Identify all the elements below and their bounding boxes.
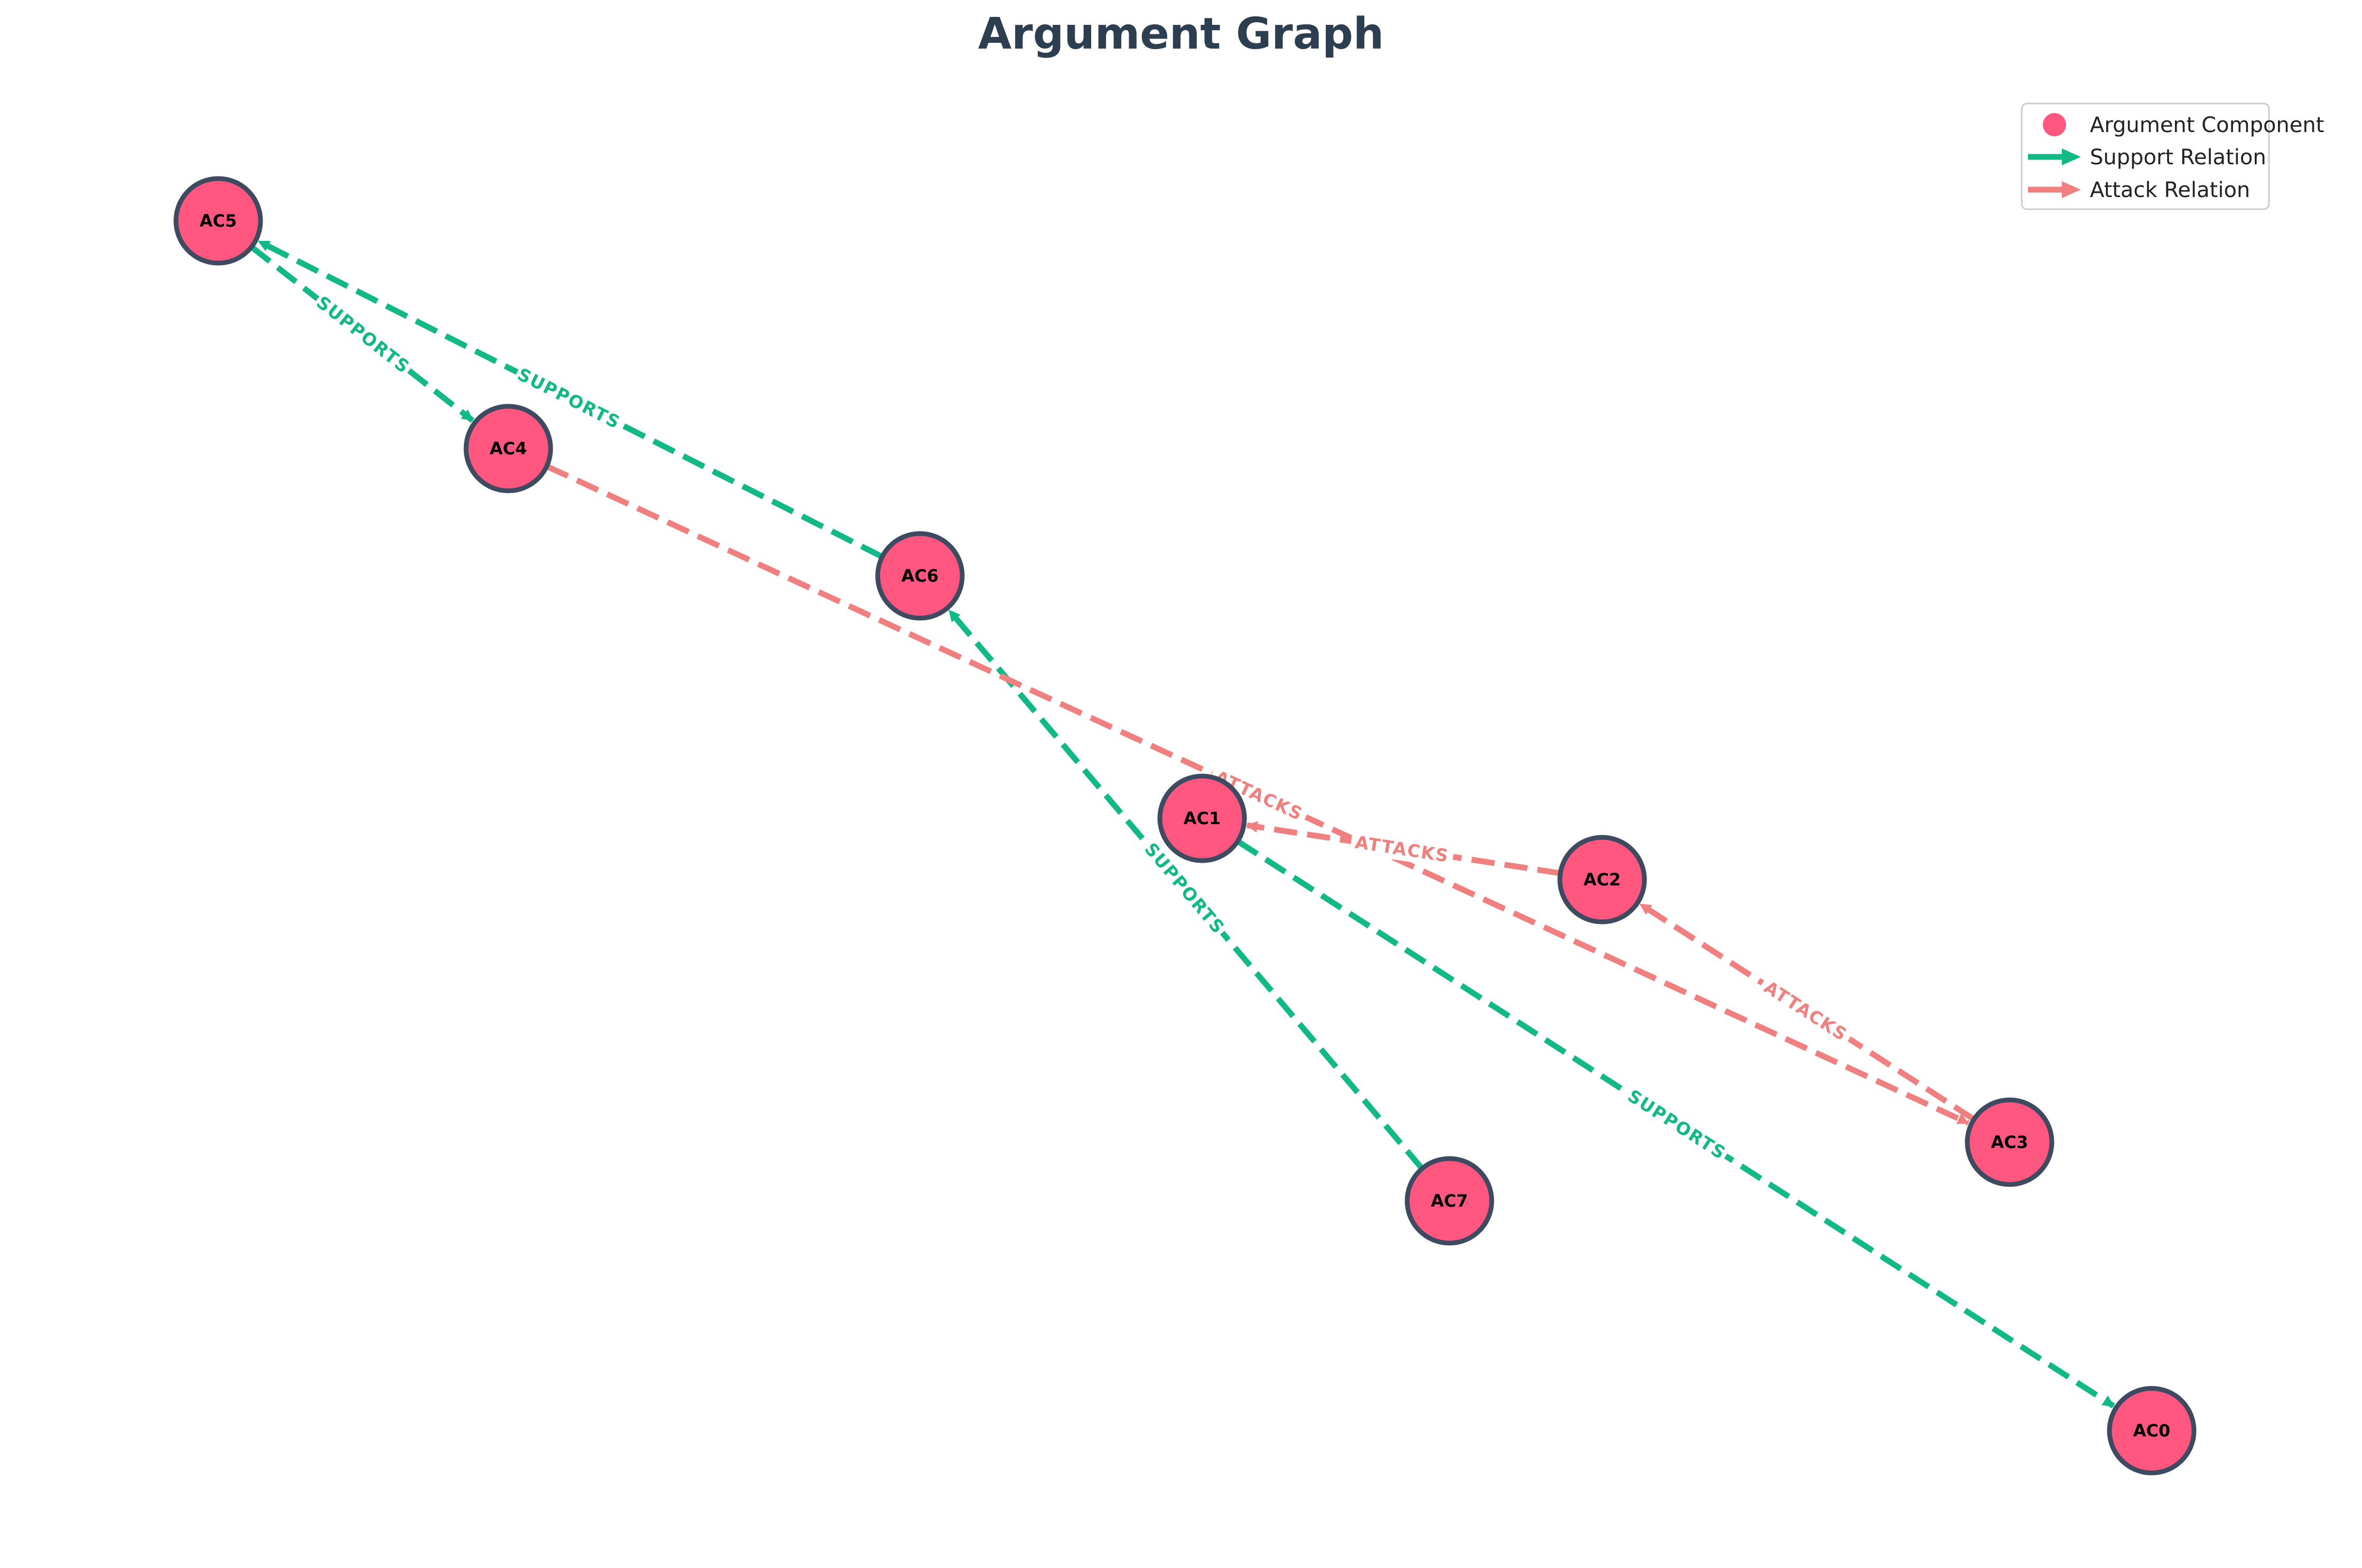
edge-label-background <box>1622 1083 1732 1166</box>
node-ac1: AC1 <box>1157 773 1247 863</box>
node-label: AC6 <box>901 566 939 586</box>
edge-label-background <box>1207 763 1311 828</box>
node-label: AC1 <box>1184 808 1221 828</box>
node-label: AC5 <box>200 211 237 231</box>
node-ac7: AC7 <box>1405 1156 1494 1246</box>
edge-label-background <box>512 361 627 435</box>
node-ac6: AC6 <box>875 531 965 621</box>
node-ac4: AC4 <box>463 404 553 493</box>
node-ac3: AC3 <box>1965 1097 2054 1187</box>
edge-label-group: SUPPORTS <box>1622 1083 1732 1166</box>
edge-ac2-ac1 <box>1245 821 1561 876</box>
node-circle <box>173 176 263 266</box>
node-ac0: AC0 <box>2107 1386 2197 1476</box>
node-circle <box>463 404 553 493</box>
legend-node-swatch <box>2043 113 2066 136</box>
legend: Argument Component Support Relation Atta… <box>2021 102 2324 210</box>
legend-frame <box>2021 102 2270 210</box>
legend-label-node: Argument Component <box>2090 113 2324 137</box>
edge-label-group: SUPPORTS <box>310 290 416 380</box>
node-circle <box>1965 1097 2054 1187</box>
edge-label: SUPPORTS <box>1624 1085 1729 1163</box>
legend-label-support: Support Relation <box>2090 145 2266 170</box>
node-label: AC7 <box>1431 1191 1468 1211</box>
legend-attack-arrow-icon <box>2062 181 2081 198</box>
edge-label-background <box>1138 836 1231 940</box>
node-label: AC4 <box>490 438 527 459</box>
node-circle <box>1405 1156 1494 1246</box>
node-circle <box>1157 773 1247 863</box>
node-circle <box>875 531 965 621</box>
legend-support-arrow-icon <box>2062 148 2081 165</box>
legend-item-support: Support Relation <box>2028 145 2266 170</box>
legend-label-attack: Attack Relation <box>2090 178 2250 202</box>
node-label: AC2 <box>1584 870 1621 890</box>
graph-title: Argument Graph <box>978 9 1384 59</box>
legend-item-node: Argument Component <box>2043 113 2324 137</box>
edge-label-background <box>1756 973 1856 1049</box>
node-circle <box>1557 835 1647 925</box>
edge-label-background <box>1349 829 1455 869</box>
nodes-layer: AC0 AC1 AC2 AC3 AC4 AC5 AC6 AC7 <box>173 176 2197 1476</box>
edge-label: SUPPORTS <box>313 292 414 377</box>
node-label: AC3 <box>1991 1132 2029 1152</box>
node-circle <box>2107 1386 2197 1476</box>
edge-label-background <box>310 290 416 380</box>
node-label: AC0 <box>2133 1421 2171 1441</box>
node-ac2: AC2 <box>1557 835 1647 925</box>
node-ac5: AC5 <box>173 176 263 266</box>
edge-label-group: ATTACKS <box>1756 973 1856 1049</box>
legend-item-attack: Attack Relation <box>2028 178 2250 202</box>
edge-ac7-ac6 <box>947 609 1425 1171</box>
